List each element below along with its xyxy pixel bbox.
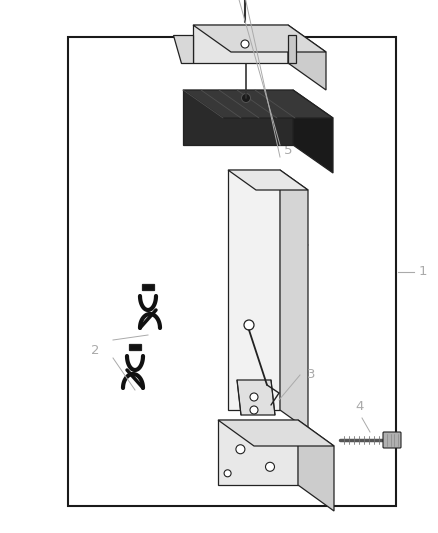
Polygon shape: [288, 25, 326, 90]
Text: 5: 5: [284, 143, 293, 157]
Polygon shape: [293, 90, 333, 173]
Circle shape: [241, 40, 249, 48]
Circle shape: [250, 406, 258, 414]
Polygon shape: [218, 420, 298, 485]
Polygon shape: [183, 90, 293, 145]
FancyBboxPatch shape: [383, 432, 401, 448]
Circle shape: [244, 320, 254, 330]
Circle shape: [250, 393, 258, 401]
Polygon shape: [183, 90, 333, 118]
Polygon shape: [237, 380, 275, 415]
Polygon shape: [280, 170, 308, 430]
Polygon shape: [142, 284, 154, 290]
Polygon shape: [173, 35, 193, 63]
Polygon shape: [129, 344, 141, 350]
Polygon shape: [288, 35, 296, 63]
Circle shape: [236, 445, 245, 454]
Text: 2: 2: [92, 343, 100, 357]
Polygon shape: [193, 25, 326, 52]
Text: 3: 3: [307, 368, 315, 382]
Text: 1: 1: [418, 265, 427, 278]
Polygon shape: [218, 420, 334, 446]
Polygon shape: [228, 170, 280, 410]
Polygon shape: [228, 170, 308, 190]
Text: 4: 4: [356, 400, 364, 413]
Bar: [68, 37, 396, 506]
Circle shape: [241, 93, 251, 102]
Polygon shape: [193, 25, 288, 63]
Circle shape: [265, 462, 275, 471]
Polygon shape: [298, 420, 334, 511]
Circle shape: [224, 470, 231, 477]
